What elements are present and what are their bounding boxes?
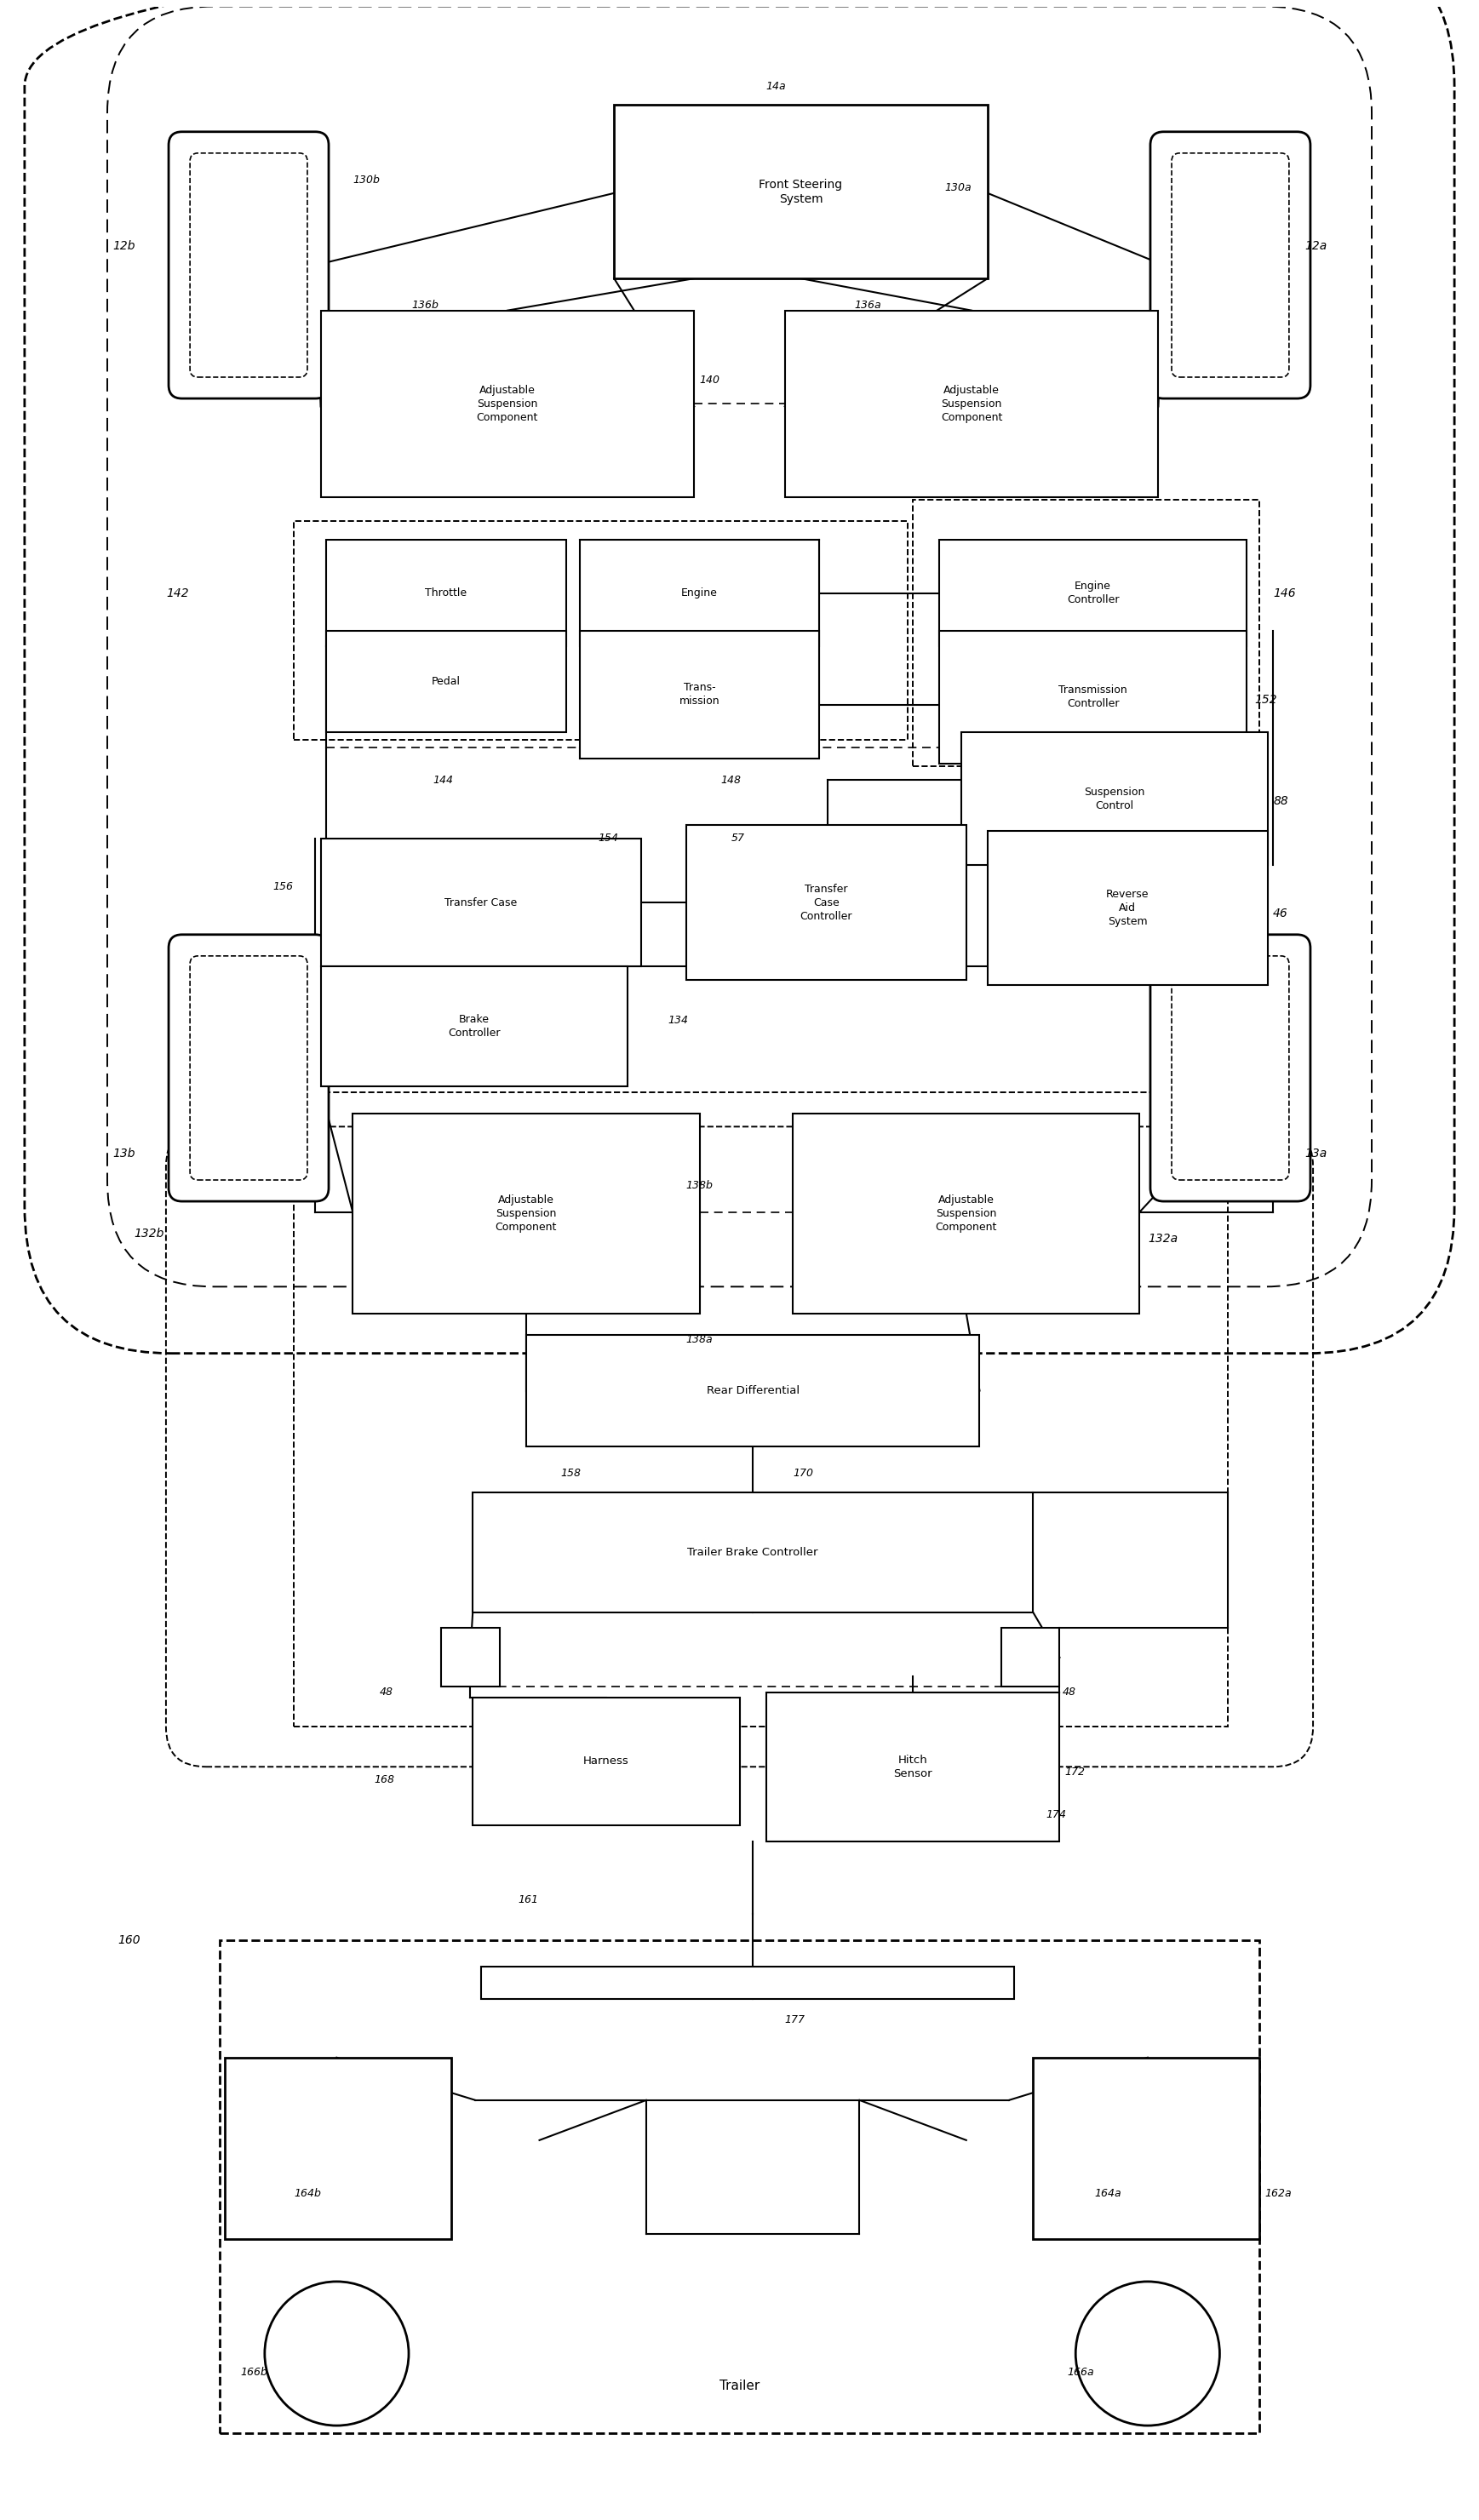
FancyBboxPatch shape	[1151, 131, 1310, 398]
FancyBboxPatch shape	[580, 630, 819, 759]
Text: 13a: 13a	[1304, 1147, 1327, 1159]
FancyBboxPatch shape	[1032, 2056, 1260, 2238]
Text: 132a: 132a	[1148, 1232, 1177, 1245]
Text: 130a: 130a	[945, 181, 972, 194]
FancyBboxPatch shape	[1151, 935, 1310, 1202]
FancyBboxPatch shape	[325, 539, 566, 648]
Text: 140: 140	[700, 375, 720, 386]
Text: Engine: Engine	[682, 587, 717, 600]
FancyBboxPatch shape	[169, 935, 328, 1202]
Text: 148: 148	[720, 774, 741, 786]
Text: Reverse
Aid
System: Reverse Aid System	[1106, 890, 1149, 927]
FancyBboxPatch shape	[939, 630, 1247, 764]
Text: 12b: 12b	[112, 239, 135, 252]
Text: Harness: Harness	[583, 1756, 629, 1767]
FancyBboxPatch shape	[614, 106, 988, 280]
Text: Trailer: Trailer	[719, 2379, 760, 2391]
Text: 136b: 136b	[411, 300, 439, 310]
Text: Front Steering
System: Front Steering System	[759, 179, 843, 204]
FancyBboxPatch shape	[321, 968, 627, 1086]
Text: Pedal: Pedal	[432, 675, 460, 688]
FancyBboxPatch shape	[766, 1691, 1059, 1842]
FancyBboxPatch shape	[321, 839, 640, 968]
FancyBboxPatch shape	[321, 310, 694, 496]
FancyBboxPatch shape	[481, 1966, 1015, 1998]
FancyBboxPatch shape	[988, 832, 1268, 985]
Text: Rear Differential: Rear Differential	[707, 1386, 799, 1396]
Text: 138a: 138a	[686, 1336, 713, 1346]
Text: 172: 172	[1065, 1767, 1086, 1777]
Text: 164b: 164b	[294, 2187, 321, 2200]
Text: Trailer Brake Controller: Trailer Brake Controller	[688, 1547, 818, 1557]
FancyBboxPatch shape	[473, 1492, 1032, 1613]
Text: 164a: 164a	[1094, 2187, 1121, 2200]
FancyBboxPatch shape	[686, 824, 966, 980]
Text: 132b: 132b	[135, 1227, 164, 1240]
Text: 130b: 130b	[352, 174, 380, 186]
Text: 156: 156	[272, 882, 293, 892]
Text: 154: 154	[598, 834, 618, 844]
Text: 144: 144	[433, 774, 453, 786]
Text: Engine
Controller: Engine Controller	[1066, 580, 1120, 605]
Text: 136a: 136a	[855, 300, 881, 310]
Text: 158: 158	[561, 1467, 581, 1479]
Text: 152: 152	[1254, 693, 1276, 706]
FancyBboxPatch shape	[325, 630, 566, 731]
Text: Adjustable
Suspension
Component: Adjustable Suspension Component	[935, 1194, 997, 1232]
FancyBboxPatch shape	[1001, 1628, 1059, 1686]
Text: Trans-
mission: Trans- mission	[679, 683, 720, 708]
FancyBboxPatch shape	[785, 310, 1158, 496]
FancyBboxPatch shape	[793, 1114, 1140, 1313]
Text: Adjustable
Suspension
Component: Adjustable Suspension Component	[941, 386, 1003, 423]
Text: 166b: 166b	[241, 2366, 268, 2379]
FancyBboxPatch shape	[441, 1628, 500, 1686]
Text: Transmission
Controller: Transmission Controller	[1059, 685, 1127, 711]
Text: 14a: 14a	[766, 81, 787, 91]
Text: 166a: 166a	[1068, 2366, 1094, 2379]
Text: Adjustable
Suspension
Component: Adjustable Suspension Component	[495, 1194, 558, 1232]
Text: 134: 134	[667, 1016, 688, 1026]
Text: 174: 174	[1046, 1809, 1066, 1819]
Text: 162a: 162a	[1265, 2187, 1293, 2200]
Text: 142: 142	[166, 587, 189, 600]
Text: 138b: 138b	[686, 1179, 713, 1192]
Text: Adjustable
Suspension
Component: Adjustable Suspension Component	[476, 386, 538, 423]
Text: 146: 146	[1273, 587, 1296, 600]
Text: 13b: 13b	[112, 1147, 135, 1159]
FancyBboxPatch shape	[169, 131, 328, 398]
FancyBboxPatch shape	[473, 1698, 740, 1824]
Text: Hitch
Sensor: Hitch Sensor	[893, 1754, 932, 1779]
Text: Suspension
Control: Suspension Control	[1084, 786, 1145, 811]
Text: 12a: 12a	[1304, 239, 1327, 252]
Text: 46: 46	[1273, 907, 1288, 920]
Text: 48: 48	[380, 1686, 393, 1698]
Text: 168: 168	[374, 1774, 395, 1787]
Text: 161: 161	[518, 1895, 538, 1905]
Text: Transfer Case: Transfer Case	[445, 897, 518, 907]
FancyBboxPatch shape	[961, 731, 1268, 864]
Text: 170: 170	[793, 1467, 813, 1479]
Text: 88: 88	[1273, 796, 1288, 806]
Text: 177: 177	[785, 2013, 805, 2026]
Text: 57: 57	[732, 834, 745, 844]
Text: Brake
Controller: Brake Controller	[448, 1013, 500, 1038]
Text: 160: 160	[118, 1935, 141, 1945]
FancyBboxPatch shape	[527, 1336, 979, 1446]
Text: 48: 48	[1062, 1686, 1075, 1698]
FancyBboxPatch shape	[225, 2056, 451, 2238]
Text: Throttle: Throttle	[424, 587, 467, 600]
FancyBboxPatch shape	[352, 1114, 700, 1313]
Text: Transfer
Case
Controller: Transfer Case Controller	[800, 885, 852, 922]
FancyBboxPatch shape	[580, 539, 819, 648]
FancyBboxPatch shape	[939, 539, 1247, 648]
